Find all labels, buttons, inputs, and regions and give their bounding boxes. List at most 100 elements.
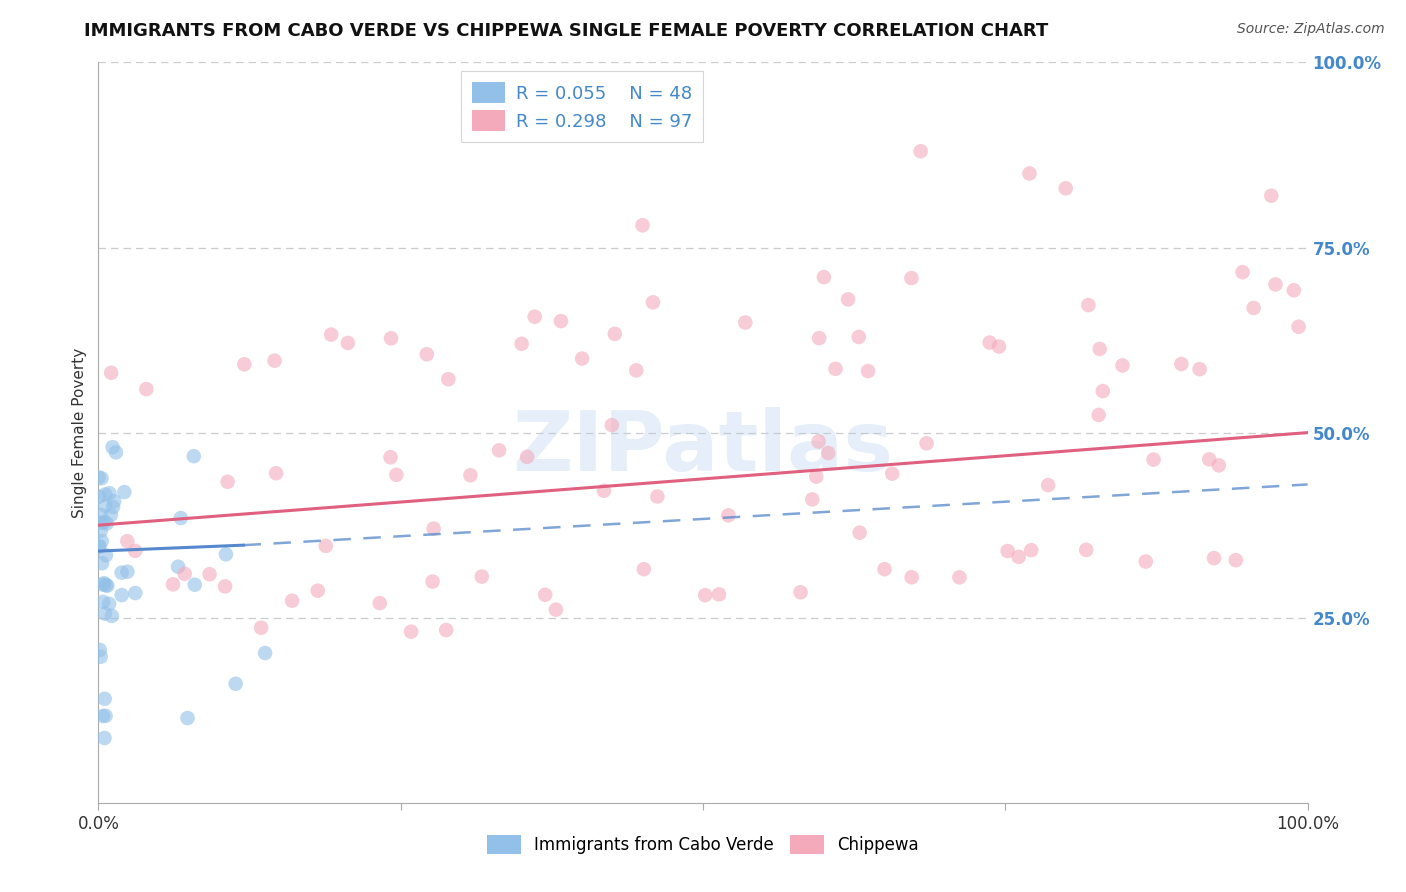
- Point: [225, 677, 247, 691]
- Point: [90, 508, 112, 522]
- Point: [1019, 543, 1042, 558]
- Point: [315, 539, 337, 553]
- Point: [1142, 452, 1164, 467]
- Point: [183, 449, 205, 463]
- Point: [96, 516, 118, 531]
- Text: IMMIGRANTS FROM CABO VERDE VS CHIPPEWA SINGLE FEMALE POVERTY CORRELATION CHART: IMMIGRANTS FROM CABO VERDE VS CHIPPEWA S…: [84, 22, 1049, 40]
- Point: [254, 646, 277, 660]
- Point: [510, 336, 533, 351]
- Point: [988, 340, 1011, 354]
- Point: [979, 335, 1001, 350]
- Point: [516, 450, 538, 464]
- Point: [603, 326, 626, 341]
- Point: [135, 382, 157, 396]
- Point: [233, 357, 256, 371]
- Point: [808, 331, 831, 345]
- Point: [948, 570, 970, 584]
- Point: [593, 483, 616, 498]
- Point: [734, 316, 756, 330]
- Point: [544, 602, 567, 616]
- Point: [100, 508, 122, 522]
- Point: [550, 314, 572, 328]
- Point: [534, 588, 557, 602]
- Point: [101, 440, 124, 454]
- Point: [837, 293, 859, 307]
- Point: [1170, 357, 1192, 371]
- Point: [910, 145, 932, 159]
- Point: [184, 577, 207, 591]
- Point: [1111, 359, 1133, 373]
- Point: [856, 364, 879, 378]
- Point: [91, 595, 114, 609]
- Point: [1091, 384, 1114, 398]
- Point: [100, 366, 122, 380]
- Point: [1077, 298, 1099, 312]
- Point: [93, 576, 115, 591]
- Point: [460, 468, 482, 483]
- Point: [631, 219, 654, 233]
- Point: [368, 596, 391, 610]
- Point: [633, 562, 655, 576]
- Point: [198, 567, 221, 582]
- Point: [214, 579, 236, 593]
- Point: [90, 516, 112, 530]
- Point: [321, 327, 343, 342]
- Point: [813, 270, 835, 285]
- Point: [1288, 319, 1310, 334]
- Point: [647, 490, 669, 504]
- Point: [882, 467, 904, 481]
- Point: [112, 485, 135, 500]
- Point: [416, 347, 439, 361]
- Point: [1135, 555, 1157, 569]
- Point: [250, 621, 273, 635]
- Point: [264, 467, 287, 481]
- Point: [263, 353, 285, 368]
- Point: [91, 556, 114, 570]
- Point: [93, 691, 115, 706]
- Point: [1198, 452, 1220, 467]
- Point: [281, 593, 304, 607]
- Point: [89, 490, 111, 504]
- Point: [488, 443, 510, 458]
- Point: [695, 588, 717, 602]
- Point: [94, 607, 117, 621]
- Point: [90, 649, 112, 664]
- Point: [1054, 181, 1077, 195]
- Point: [101, 609, 124, 624]
- Point: [824, 361, 846, 376]
- Point: [789, 585, 811, 599]
- Point: [91, 709, 114, 723]
- Point: [176, 711, 198, 725]
- Point: [873, 562, 896, 576]
- Point: [707, 587, 730, 601]
- Point: [98, 597, 121, 611]
- Point: [90, 524, 112, 538]
- Point: [103, 494, 125, 508]
- Point: [717, 508, 740, 523]
- Point: [94, 487, 117, 501]
- Point: [87, 470, 110, 484]
- Point: [399, 624, 422, 639]
- Point: [848, 525, 870, 540]
- Point: [385, 467, 408, 482]
- Point: [98, 486, 121, 500]
- Point: [1018, 166, 1040, 180]
- Point: [96, 579, 118, 593]
- Point: [336, 335, 359, 350]
- Point: [167, 559, 190, 574]
- Point: [117, 565, 139, 579]
- Point: [307, 583, 329, 598]
- Point: [217, 475, 239, 489]
- Point: [1243, 301, 1265, 315]
- Point: [91, 577, 114, 591]
- Point: [111, 588, 134, 602]
- Point: [87, 540, 110, 554]
- Point: [94, 578, 117, 592]
- Point: [117, 534, 139, 549]
- Point: [93, 731, 115, 745]
- Point: [471, 569, 494, 583]
- Point: [173, 566, 195, 581]
- Point: [94, 709, 117, 723]
- Point: [1282, 283, 1305, 297]
- Point: [1202, 551, 1225, 566]
